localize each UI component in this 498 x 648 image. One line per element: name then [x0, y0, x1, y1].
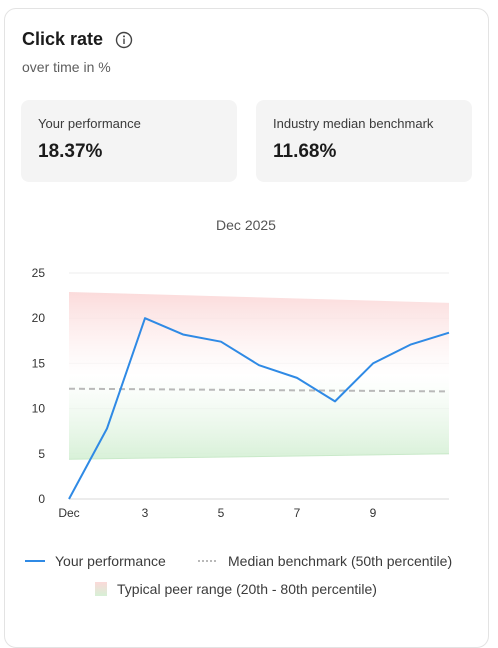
x-tick-label: 5: [218, 506, 225, 520]
x-axis-ticks: Dec 3 5 7 9: [58, 506, 376, 520]
x-tick-label: 7: [294, 506, 301, 520]
chart-title: Dec 2025: [216, 217, 276, 233]
legend-performance-label: Your performance: [55, 553, 166, 569]
y-tick-label: 5: [38, 447, 45, 461]
y-tick-label: 15: [32, 356, 46, 370]
y-tick-label: 10: [32, 402, 46, 416]
x-tick-label: Dec: [58, 506, 79, 520]
legend-range-label: Typical peer range (20th - 80th percenti…: [117, 581, 377, 597]
legend-median-label: Median benchmark (50th percentile): [228, 553, 452, 569]
y-axis-ticks: 0 5 10 15 20 25: [32, 266, 46, 506]
y-tick-label: 0: [38, 492, 45, 506]
y-tick-label: 20: [32, 311, 46, 325]
legend-range-swatch: [95, 582, 107, 596]
click-rate-chart: Dec 2025 0 5 10 15 20 25 Dec 3 5 7 9 Your perform…: [0, 0, 498, 623]
x-tick-label: 9: [370, 506, 377, 520]
x-tick-label: 3: [142, 506, 149, 520]
y-tick-label: 25: [32, 266, 46, 280]
